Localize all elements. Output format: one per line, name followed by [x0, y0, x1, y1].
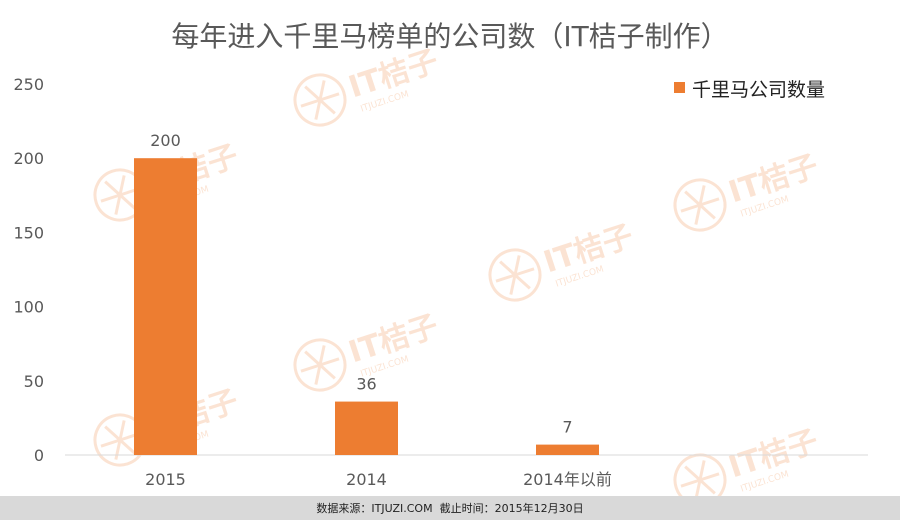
x-tick-label: 2014年以前 [523, 470, 612, 489]
bar [134, 158, 197, 455]
bar [536, 444, 599, 455]
data-label: 200 [150, 131, 181, 150]
footer: 数据来源： ITJUZI.COM 截止时间： 2015年12月30日 [0, 496, 900, 520]
data-label: 36 [356, 375, 376, 394]
data-label: 7 [562, 418, 572, 437]
y-axis: 0 50 100 150 200 250 [13, 75, 44, 465]
cutoff-label: 截止时间： [439, 502, 495, 515]
bar [335, 401, 398, 455]
y-tick-label: 250 [13, 75, 44, 94]
legend-swatch [674, 82, 685, 93]
cutoff-value: 2015年12月30日 [494, 502, 584, 515]
data-labels: 200 36 7 [150, 131, 572, 436]
y-tick-label: 100 [13, 298, 44, 317]
chart-title: 每年进入千里马榜单的公司数（IT桔子制作） [171, 20, 728, 53]
y-tick-label: 50 [24, 372, 44, 391]
source-label: 数据来源： [316, 502, 372, 515]
y-tick-label: 200 [13, 149, 44, 168]
x-tick-label: 2014 [346, 470, 387, 489]
bars [134, 158, 599, 455]
x-axis: 2015 2014 2014年以前 [145, 470, 612, 489]
legend-label: 千里马公司数量 [692, 79, 825, 101]
x-tick-label: 2015 [145, 470, 186, 489]
y-tick-label: 150 [13, 223, 44, 242]
footer-gap [433, 502, 440, 515]
legend: 千里马公司数量 [674, 79, 825, 101]
source-value: ITJUZI.COM [371, 501, 433, 515]
y-tick-label: 0 [34, 446, 44, 465]
